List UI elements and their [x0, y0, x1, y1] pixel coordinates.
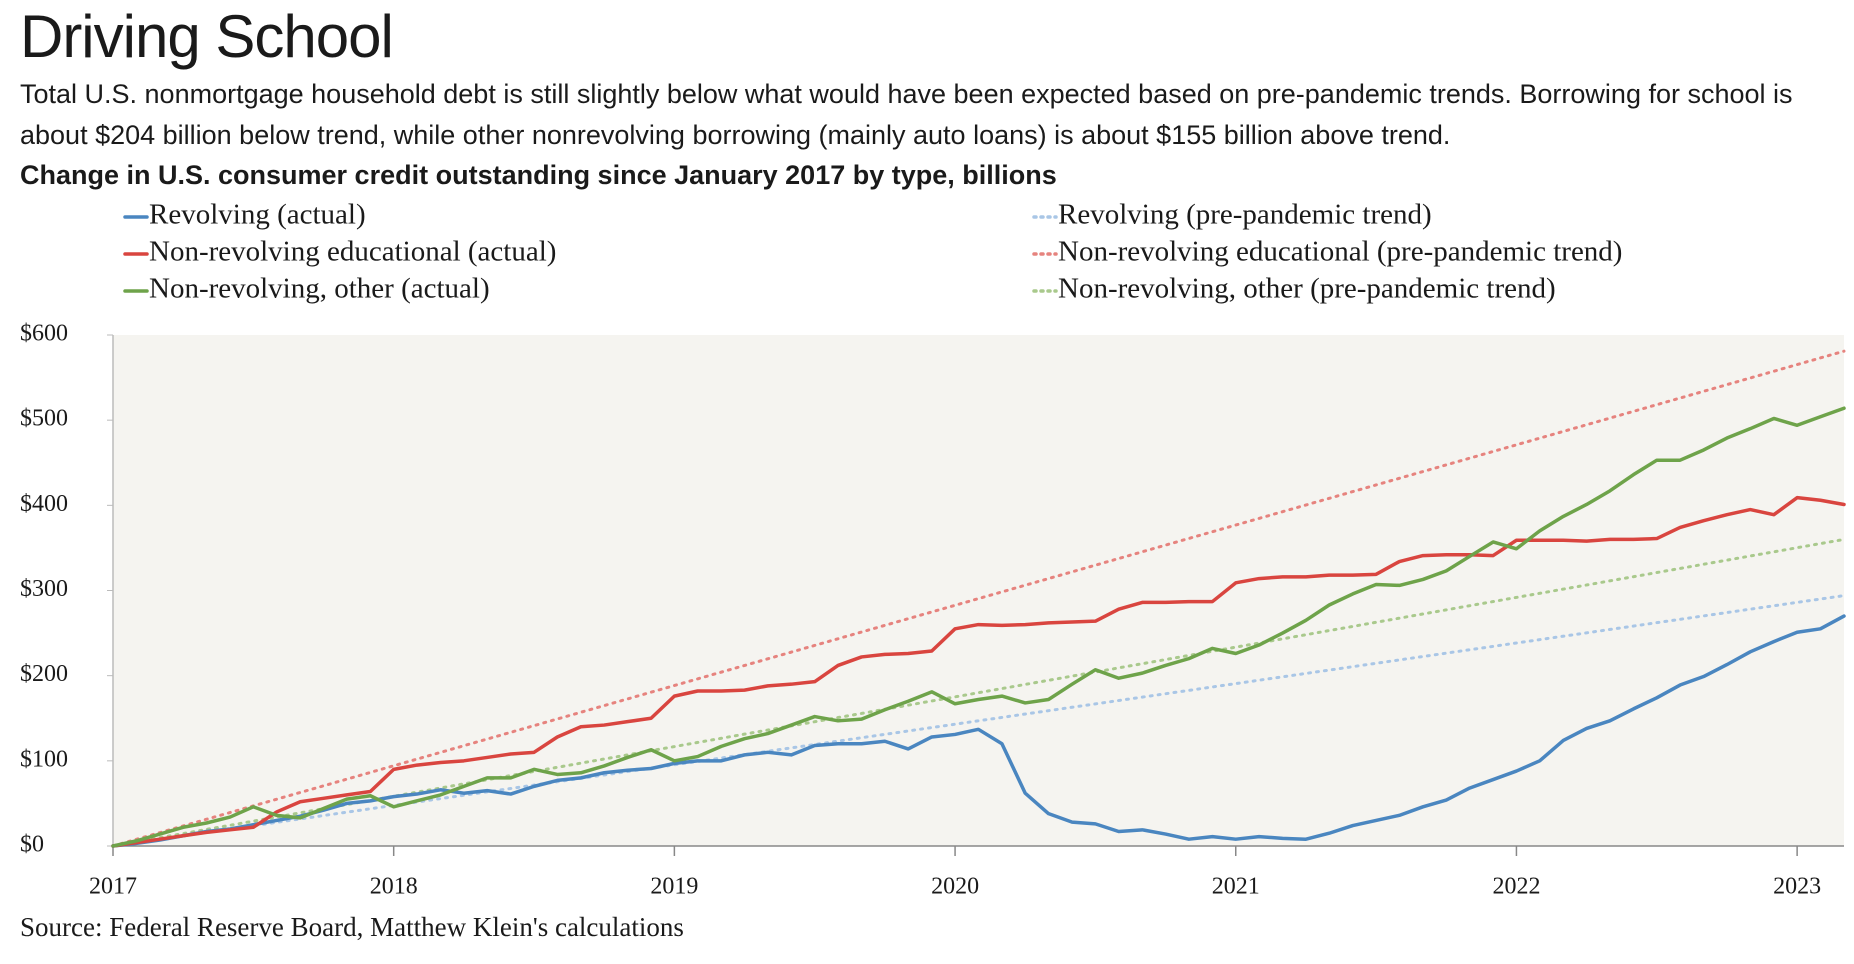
x-tick-label: 2022: [1492, 874, 1540, 900]
series-line: [111, 406, 1846, 848]
chart-subtitle: Total U.S. nonmortgage household debt is…: [20, 79, 1793, 150]
legend-label: Non-revolving educational (actual): [149, 236, 556, 268]
series-line: [111, 614, 1846, 848]
y-tick-label: $0: [20, 832, 44, 858]
y-tick-label: $200: [20, 661, 68, 687]
y-tick-label: $600: [20, 321, 68, 347]
legend-label: Non-revolving, other (pre-pandemic trend…: [1058, 273, 1556, 305]
x-tick-label: 2017: [89, 874, 137, 900]
legend-label: Revolving (pre-pandemic trend): [1058, 199, 1432, 231]
chart-title: Driving School: [20, 3, 394, 70]
series-line: [111, 594, 1846, 848]
legend-label: Revolving (actual): [149, 199, 366, 231]
plot-background: [113, 335, 1844, 846]
y-tick-label: $400: [20, 491, 68, 517]
chart-heading: Change in U.S. consumer credit outstandi…: [20, 160, 1057, 190]
x-tick-label: 2021: [1212, 874, 1260, 900]
x-tick-label: 2019: [650, 874, 698, 900]
source-note: Source: Federal Reserve Board, Matthew K…: [20, 912, 684, 942]
x-tick-label: 2018: [370, 874, 418, 900]
series-line: [111, 495, 1846, 848]
series-line: [111, 537, 1846, 848]
legend-label: Non-revolving educational (pre-pandemic …: [1058, 236, 1622, 268]
y-tick-label: $300: [20, 576, 68, 602]
x-tick-label: 2023: [1773, 874, 1821, 900]
y-tick-label: $100: [20, 746, 68, 772]
x-tick-label: 2020: [931, 874, 979, 900]
y-tick-label: $500: [20, 406, 68, 432]
legend-label: Non-revolving, other (actual): [149, 273, 490, 305]
